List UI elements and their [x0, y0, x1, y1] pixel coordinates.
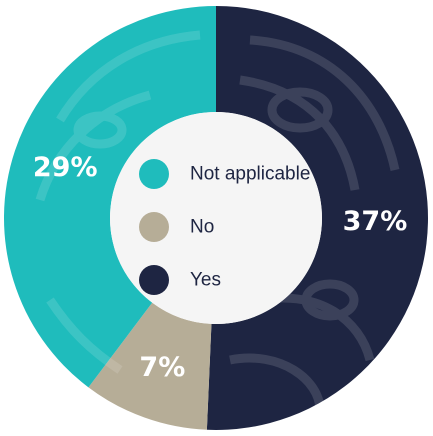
- legend-swatch-no: [139, 212, 169, 242]
- legend-label-no: No: [190, 217, 214, 238]
- legend-swatch-yes: [139, 265, 169, 295]
- slice-yes: [206, 6, 428, 430]
- legend-label-not-applicable: Not applicable: [190, 164, 310, 185]
- decorative-pattern: [35, 30, 400, 411]
- value-label-group: 37% 7% 29%: [33, 152, 407, 383]
- legend: Not applicable No Yes: [139, 159, 310, 295]
- value-label-no: 7%: [139, 352, 185, 383]
- legend-label-yes: Yes: [190, 270, 221, 291]
- value-label-not-applicable: 29%: [33, 152, 98, 183]
- value-label-yes: 37%: [343, 206, 408, 237]
- slice-not-applicable: [3, 6, 217, 388]
- slice-no: [88, 302, 212, 430]
- slice-group: [3, 6, 428, 430]
- legend-swatch-not-applicable: [139, 159, 169, 189]
- donut-center: [110, 112, 322, 324]
